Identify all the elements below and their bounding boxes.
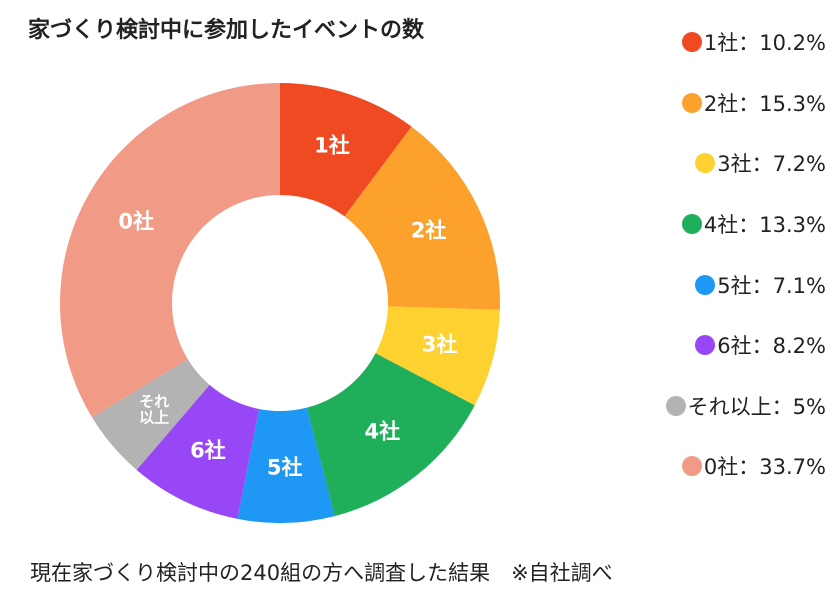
- legend-label: 4社：13.3%: [703, 213, 826, 238]
- slice-label: それ以上: [139, 392, 170, 427]
- legend-item: 6社：8.2%: [666, 315, 826, 376]
- legend-item: 4社：13.3%: [666, 194, 826, 255]
- legend-label: それ以上：5%: [687, 394, 826, 419]
- slice: [375, 306, 500, 406]
- slice: [92, 359, 210, 470]
- slice-label: 6社: [190, 438, 226, 463]
- slice-label: 3社: [421, 332, 458, 357]
- legend-swatch: [681, 92, 702, 113]
- slice-label: 5社: [266, 455, 303, 480]
- legend-label: 3社：7.2%: [717, 152, 826, 177]
- legend-swatch: [681, 214, 702, 235]
- slice-label: 2社: [410, 218, 447, 243]
- legend-swatch: [665, 395, 686, 416]
- legend-swatch: [695, 335, 716, 356]
- slice: [60, 83, 281, 418]
- legend-swatch: [681, 32, 702, 53]
- legend-item: 3社：7.2%: [666, 133, 826, 194]
- legend-label: 6社：8.2%: [717, 334, 826, 359]
- slice-label: 0社: [118, 209, 154, 234]
- chart-title: 家づくり検討中に参加したイベントの数: [28, 18, 425, 43]
- legend-item: それ以上：5%: [665, 376, 826, 437]
- legend-item: 1社：10.2%: [666, 12, 826, 73]
- slice: [237, 407, 335, 523]
- slice-label: 4社: [364, 419, 401, 444]
- legend-label: 2社：15.3%: [703, 91, 826, 116]
- legend: 1社：10.2% 2社：15.3% 3社：7.2% 4社：13.3% 5社：7.1% 6社…: [665, 12, 826, 497]
- slice: [344, 126, 500, 310]
- slice: [136, 384, 260, 519]
- legend-swatch: [695, 274, 716, 295]
- legend-item: 2社：15.3%: [666, 73, 826, 134]
- legend-label: 0社：33.7%: [703, 455, 826, 480]
- legend-item: 5社：7.1%: [666, 254, 826, 315]
- legend-label: 1社：10.2%: [703, 31, 826, 56]
- footnote: 現在家づくり検討中の240組の方へ調査した結果 ※自社調べ: [30, 561, 613, 585]
- slice: [280, 83, 412, 217]
- legend-swatch: [695, 153, 716, 174]
- legend-item: 0社：33.7%: [666, 436, 826, 497]
- legend-swatch: [681, 456, 702, 477]
- slice-label: 1社: [314, 133, 350, 158]
- legend-label: 5社：7.1%: [717, 273, 826, 298]
- slice: [306, 353, 475, 517]
